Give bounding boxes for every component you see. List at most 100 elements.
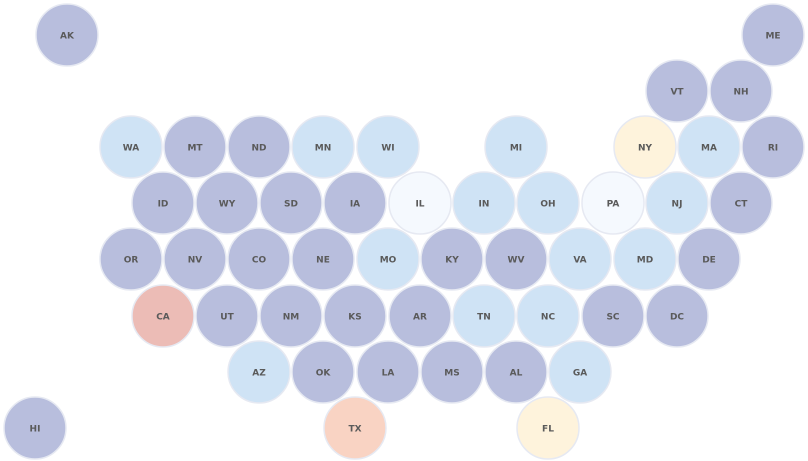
state-tile[interactable] xyxy=(356,227,420,291)
state-label: NY xyxy=(638,144,653,154)
state-label: WY xyxy=(219,200,236,210)
state-tile[interactable] xyxy=(452,284,516,348)
state-label: MI xyxy=(510,144,522,154)
state-label: TN xyxy=(477,313,491,323)
state-label: NC xyxy=(541,313,556,323)
state-label: CT xyxy=(735,200,749,210)
state-label: FL xyxy=(542,425,554,435)
state-tile[interactable] xyxy=(163,227,227,291)
state-label: ID xyxy=(158,200,169,210)
state-label: HI xyxy=(30,425,41,435)
state-tile[interactable] xyxy=(259,284,323,348)
state-label: MO xyxy=(380,256,397,266)
state-label: AL xyxy=(510,369,523,379)
state-label: IA xyxy=(350,200,360,210)
state-label: VT xyxy=(670,88,684,98)
state-tile[interactable] xyxy=(35,3,99,67)
state-tile[interactable] xyxy=(291,115,355,179)
state-tile[interactable] xyxy=(388,171,452,235)
state-tile[interactable] xyxy=(259,171,323,235)
state-label: WA xyxy=(123,144,140,154)
state-tile[interactable] xyxy=(163,115,227,179)
state-label: TX xyxy=(348,425,361,435)
state-tile[interactable] xyxy=(227,115,291,179)
state-tile[interactable] xyxy=(323,284,387,348)
state-label: VA xyxy=(573,256,586,266)
state-label: AR xyxy=(413,313,427,323)
state-label: MS xyxy=(444,369,459,379)
state-tile[interactable] xyxy=(484,115,548,179)
state-label: SD xyxy=(284,200,298,210)
state-tile[interactable] xyxy=(548,340,612,404)
state-label: DE xyxy=(702,256,716,266)
state-label: UT xyxy=(220,313,234,323)
state-tile[interactable] xyxy=(484,340,548,404)
state-tile[interactable] xyxy=(709,171,773,235)
state-label: NM xyxy=(283,313,300,323)
state-label: CA xyxy=(156,313,170,323)
state-tile[interactable] xyxy=(323,396,387,460)
state-tile[interactable] xyxy=(323,171,387,235)
state-label: OR xyxy=(124,256,139,266)
state-label: LA xyxy=(382,369,395,379)
state-label: DC xyxy=(670,313,684,323)
state-tile[interactable] xyxy=(709,59,773,123)
state-tile[interactable] xyxy=(131,171,195,235)
state-label: NJ xyxy=(672,200,683,210)
state-label: IL xyxy=(415,200,424,210)
state-tile[interactable] xyxy=(613,115,677,179)
state-label: IN xyxy=(479,200,490,210)
state-tile[interactable] xyxy=(741,3,805,67)
state-tile[interactable] xyxy=(645,284,709,348)
state-label: WV xyxy=(508,256,525,266)
state-tile[interactable] xyxy=(677,227,741,291)
state-tile[interactable] xyxy=(452,171,516,235)
state-tile[interactable] xyxy=(388,284,452,348)
state-tile[interactable] xyxy=(581,284,645,348)
state-label: OK xyxy=(316,369,332,379)
state-tile[interactable] xyxy=(516,284,580,348)
state-label: AK xyxy=(60,32,75,42)
state-tile[interactable] xyxy=(516,396,580,460)
state-tile[interactable] xyxy=(356,115,420,179)
state-label: RI xyxy=(768,144,778,154)
state-tile[interactable] xyxy=(291,340,355,404)
state-tile[interactable] xyxy=(227,340,291,404)
state-tile[interactable] xyxy=(645,59,709,123)
state-tile[interactable] xyxy=(99,227,163,291)
state-tile[interactable] xyxy=(291,227,355,291)
state-tile[interactable] xyxy=(420,227,484,291)
state-label: MT xyxy=(187,144,203,154)
state-tile[interactable] xyxy=(420,340,484,404)
state-label: AZ xyxy=(252,369,266,379)
state-label: MA xyxy=(701,144,717,154)
state-tile[interactable] xyxy=(645,171,709,235)
state-label: NV xyxy=(188,256,203,266)
state-tile[interactable] xyxy=(99,115,163,179)
state-label: CO xyxy=(252,256,267,266)
state-tile[interactable] xyxy=(581,171,645,235)
state-label: NH xyxy=(733,88,748,98)
state-label: PA xyxy=(607,200,620,210)
state-tile[interactable] xyxy=(484,227,548,291)
state-label: GA xyxy=(573,369,587,379)
state-tile[interactable] xyxy=(3,396,67,460)
state-label: WI xyxy=(381,144,394,154)
state-tile[interactable] xyxy=(548,227,612,291)
state-tile[interactable] xyxy=(131,284,195,348)
state-tile[interactable] xyxy=(741,115,805,179)
state-tile[interactable] xyxy=(195,284,259,348)
state-tile[interactable] xyxy=(227,227,291,291)
state-label: NE xyxy=(316,256,330,266)
state-tile[interactable] xyxy=(195,171,259,235)
state-tile[interactable] xyxy=(356,340,420,404)
state-label: OH xyxy=(540,200,555,210)
state-tile[interactable] xyxy=(516,171,580,235)
state-label: ND xyxy=(251,144,266,154)
state-tile[interactable] xyxy=(613,227,677,291)
state-label: SC xyxy=(606,313,619,323)
state-label: KY xyxy=(445,256,459,266)
state-label: ME xyxy=(765,32,780,42)
state-tile[interactable] xyxy=(677,115,741,179)
